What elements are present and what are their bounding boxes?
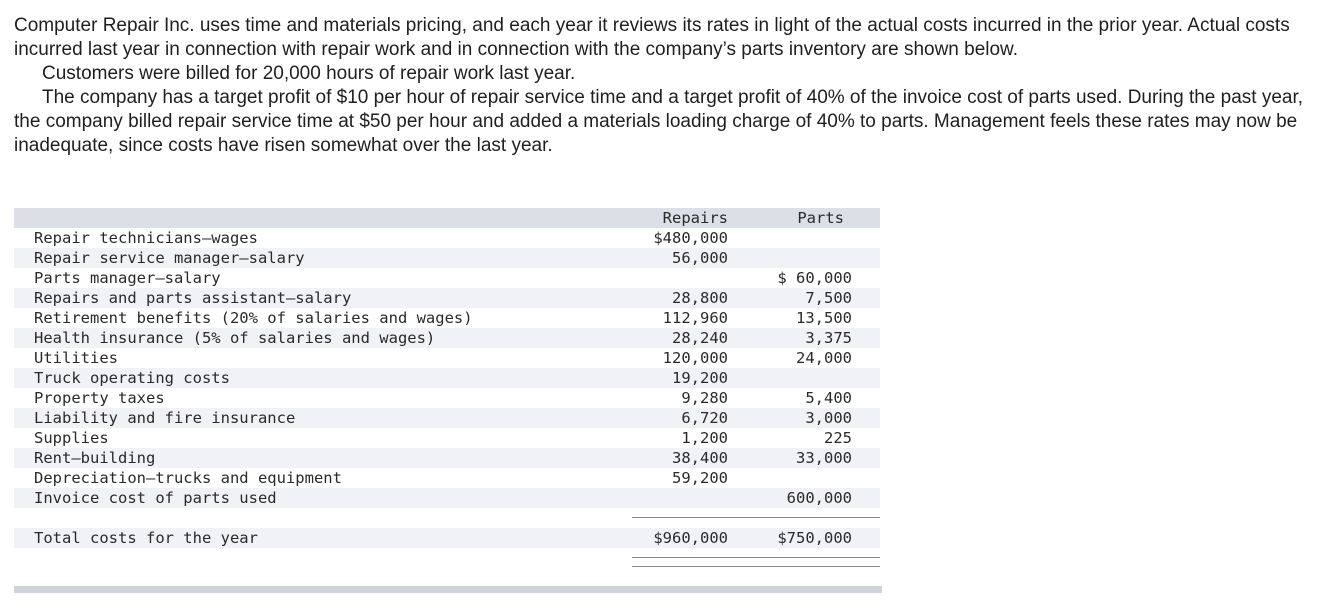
parts-value: $ 60,000 [777,269,852,287]
table-row: Truck operating costs 19,200 [14,368,880,388]
parts-value: 225 [824,429,852,447]
repairs-column-header: Repairs [662,209,728,227]
parts-value: 5,400 [805,389,852,407]
table-row: Rent—building 38,400 33,000 [14,448,880,468]
row-label: Repairs and parts assistant—salary [34,289,352,307]
intro-paragraph-1: Computer Repair Inc. uses time and mater… [14,15,1290,60]
row-label: Truck operating costs [34,369,230,387]
table-row: Retirement benefits (20% of salaries and… [14,308,880,328]
row-label: Utilities [34,349,118,367]
table-row: Repairs and parts assistant—salary 28,80… [14,288,880,308]
row-label: Property taxes [34,389,165,407]
double-rule-bottom [632,566,880,567]
parts-value: 33,000 [796,449,852,467]
parts-value: 24,000 [796,349,852,367]
row-label: Invoice cost of parts used [34,489,277,507]
intro-paragraph-3: The company has a target profit of $10 p… [14,87,1304,156]
total-label: Total costs for the year [34,529,258,547]
row-label: Repair service manager—salary [34,249,305,267]
footer-band [14,586,882,593]
total-row: Total costs for the year $960,000 $750,0… [14,528,880,548]
row-label: Health insurance (5% of salaries and wag… [34,329,436,347]
repairs-total: $960,000 [653,529,728,547]
row-label: Rent—building [34,449,156,467]
row-label: Supplies [34,429,109,447]
repairs-value: 120,000 [662,349,728,367]
parts-value: 3,375 [805,329,852,347]
repairs-value: 19,200 [672,369,728,387]
table-row: Depreciation—trucks and equipment 59,200 [14,468,880,488]
subtotal-rule [632,517,880,518]
table-row: Liability and fire insurance 6,720 3,000 [14,408,880,428]
table-row: Utilities 120,000 24,000 [14,348,880,368]
table-row: Invoice cost of parts used 600,000 [14,488,880,508]
parts-value: 7,500 [805,289,852,307]
repairs-value: 56,000 [672,249,728,267]
repairs-value: $480,000 [653,229,728,247]
table-row: Repair service manager—salary 56,000 [14,248,880,268]
row-label: Repair technicians—wages [34,229,258,247]
problem-text: Computer Repair Inc. uses time and mater… [14,14,1314,158]
repairs-value: 1,200 [681,429,728,447]
intro-paragraph-2: Customers were billed for 20,000 hours o… [42,63,576,84]
row-label: Liability and fire insurance [34,409,296,427]
header-band [14,208,880,228]
row-label: Parts manager—salary [34,269,221,287]
repairs-value: 28,800 [672,289,728,307]
repairs-value: 112,960 [662,309,728,327]
table-row: Health insurance (5% of salaries and wag… [14,328,880,348]
repairs-value: 28,240 [672,329,728,347]
parts-column-header: Parts [797,209,844,227]
parts-total: $750,000 [777,529,852,547]
parts-value: 3,000 [805,409,852,427]
parts-value: 600,000 [786,489,852,507]
row-label: Retirement benefits (20% of salaries and… [34,309,473,327]
table-row: Supplies 1,200 225 [14,428,880,448]
repairs-value: 9,280 [681,389,728,407]
repairs-value: 38,400 [672,449,728,467]
table-row: Parts manager—salary $ 60,000 [14,268,880,288]
double-rule-top [632,557,880,558]
table-row: Repair technicians—wages $480,000 [14,228,880,248]
repairs-value: 59,200 [672,469,728,487]
table-row: Property taxes 9,280 5,400 [14,388,880,408]
row-label: Depreciation—trucks and equipment [34,469,342,487]
repairs-value: 6,720 [681,409,728,427]
parts-value: 13,500 [796,309,852,327]
